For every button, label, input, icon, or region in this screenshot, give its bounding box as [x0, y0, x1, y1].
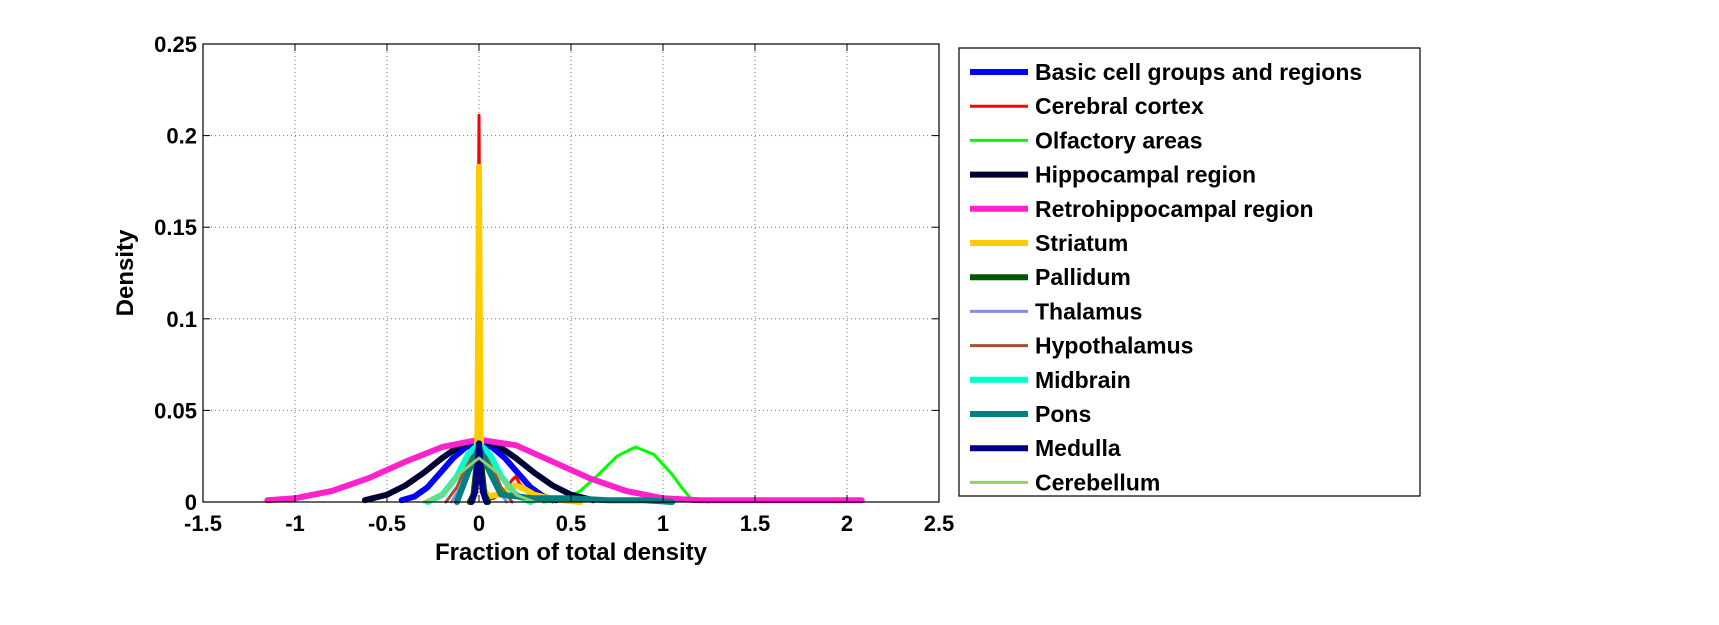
legend-label-pallidum: Pallidum [1035, 264, 1131, 290]
y-tick-label: 0.2 [166, 124, 197, 149]
x-tick-label: -1.5 [184, 511, 222, 536]
legend-label-pons: Pons [1035, 401, 1091, 427]
x-tick-label: 0 [473, 511, 485, 536]
legend-label-thalamus: Thalamus [1035, 298, 1142, 324]
x-axis-title: Fraction of total density [435, 539, 708, 566]
legend-label-striatum: Striatum [1035, 230, 1128, 256]
x-tick-label: 0.5 [556, 511, 587, 536]
series-lines [264, 113, 865, 505]
legend-box [958, 47, 1421, 497]
legend-label-medulla: Medulla [1035, 435, 1121, 461]
legend-label-hypothalamus: Hypothalamus [1035, 333, 1193, 359]
x-tick-label: 2 [841, 511, 853, 536]
x-tick-label: -0.5 [368, 511, 406, 536]
legend-label-cerebral-cortex: Cerebral cortex [1035, 93, 1204, 119]
legend-label-midbrain: Midbrain [1035, 367, 1131, 393]
y-tick-label: 0.25 [154, 32, 197, 57]
legend-label-basic-cell-groups-and-regions: Basic cell groups and regions [1035, 59, 1362, 85]
y-tick-label: 0.05 [154, 398, 197, 423]
series-line-cerebellum [422, 456, 536, 504]
legend-label-hippocampal-region: Hippocampal region [1035, 162, 1256, 188]
x-tick-label: -1 [285, 511, 305, 536]
series-line-medulla [468, 440, 490, 505]
y-tick-label: 0 [185, 490, 197, 515]
y-axis-title: Density [112, 229, 139, 316]
legend-label-retrohippocampal-region: Retrohippocampal region [1035, 196, 1314, 222]
y-tick-label: 0.1 [166, 307, 197, 332]
x-tick-label: 1.5 [740, 511, 771, 536]
x-tick-label: 1 [657, 511, 669, 536]
y-tick-label: 0.15 [154, 215, 197, 240]
x-tick-label: 2.5 [924, 511, 955, 536]
legend-label-olfactory-areas: Olfactory areas [1035, 127, 1202, 153]
series-line-retrohippocampal-region [264, 436, 865, 504]
legend-label-cerebellum: Cerebellum [1035, 469, 1160, 495]
axis-ticks: -1.5 -1 -0.5 0 0.5 1 1.5 2 2.5 0 0.05 0.1 0.15 0.2 0.2… [154, 32, 954, 536]
legend: Basic cell groups and regions Cerebral co… [958, 47, 1421, 497]
